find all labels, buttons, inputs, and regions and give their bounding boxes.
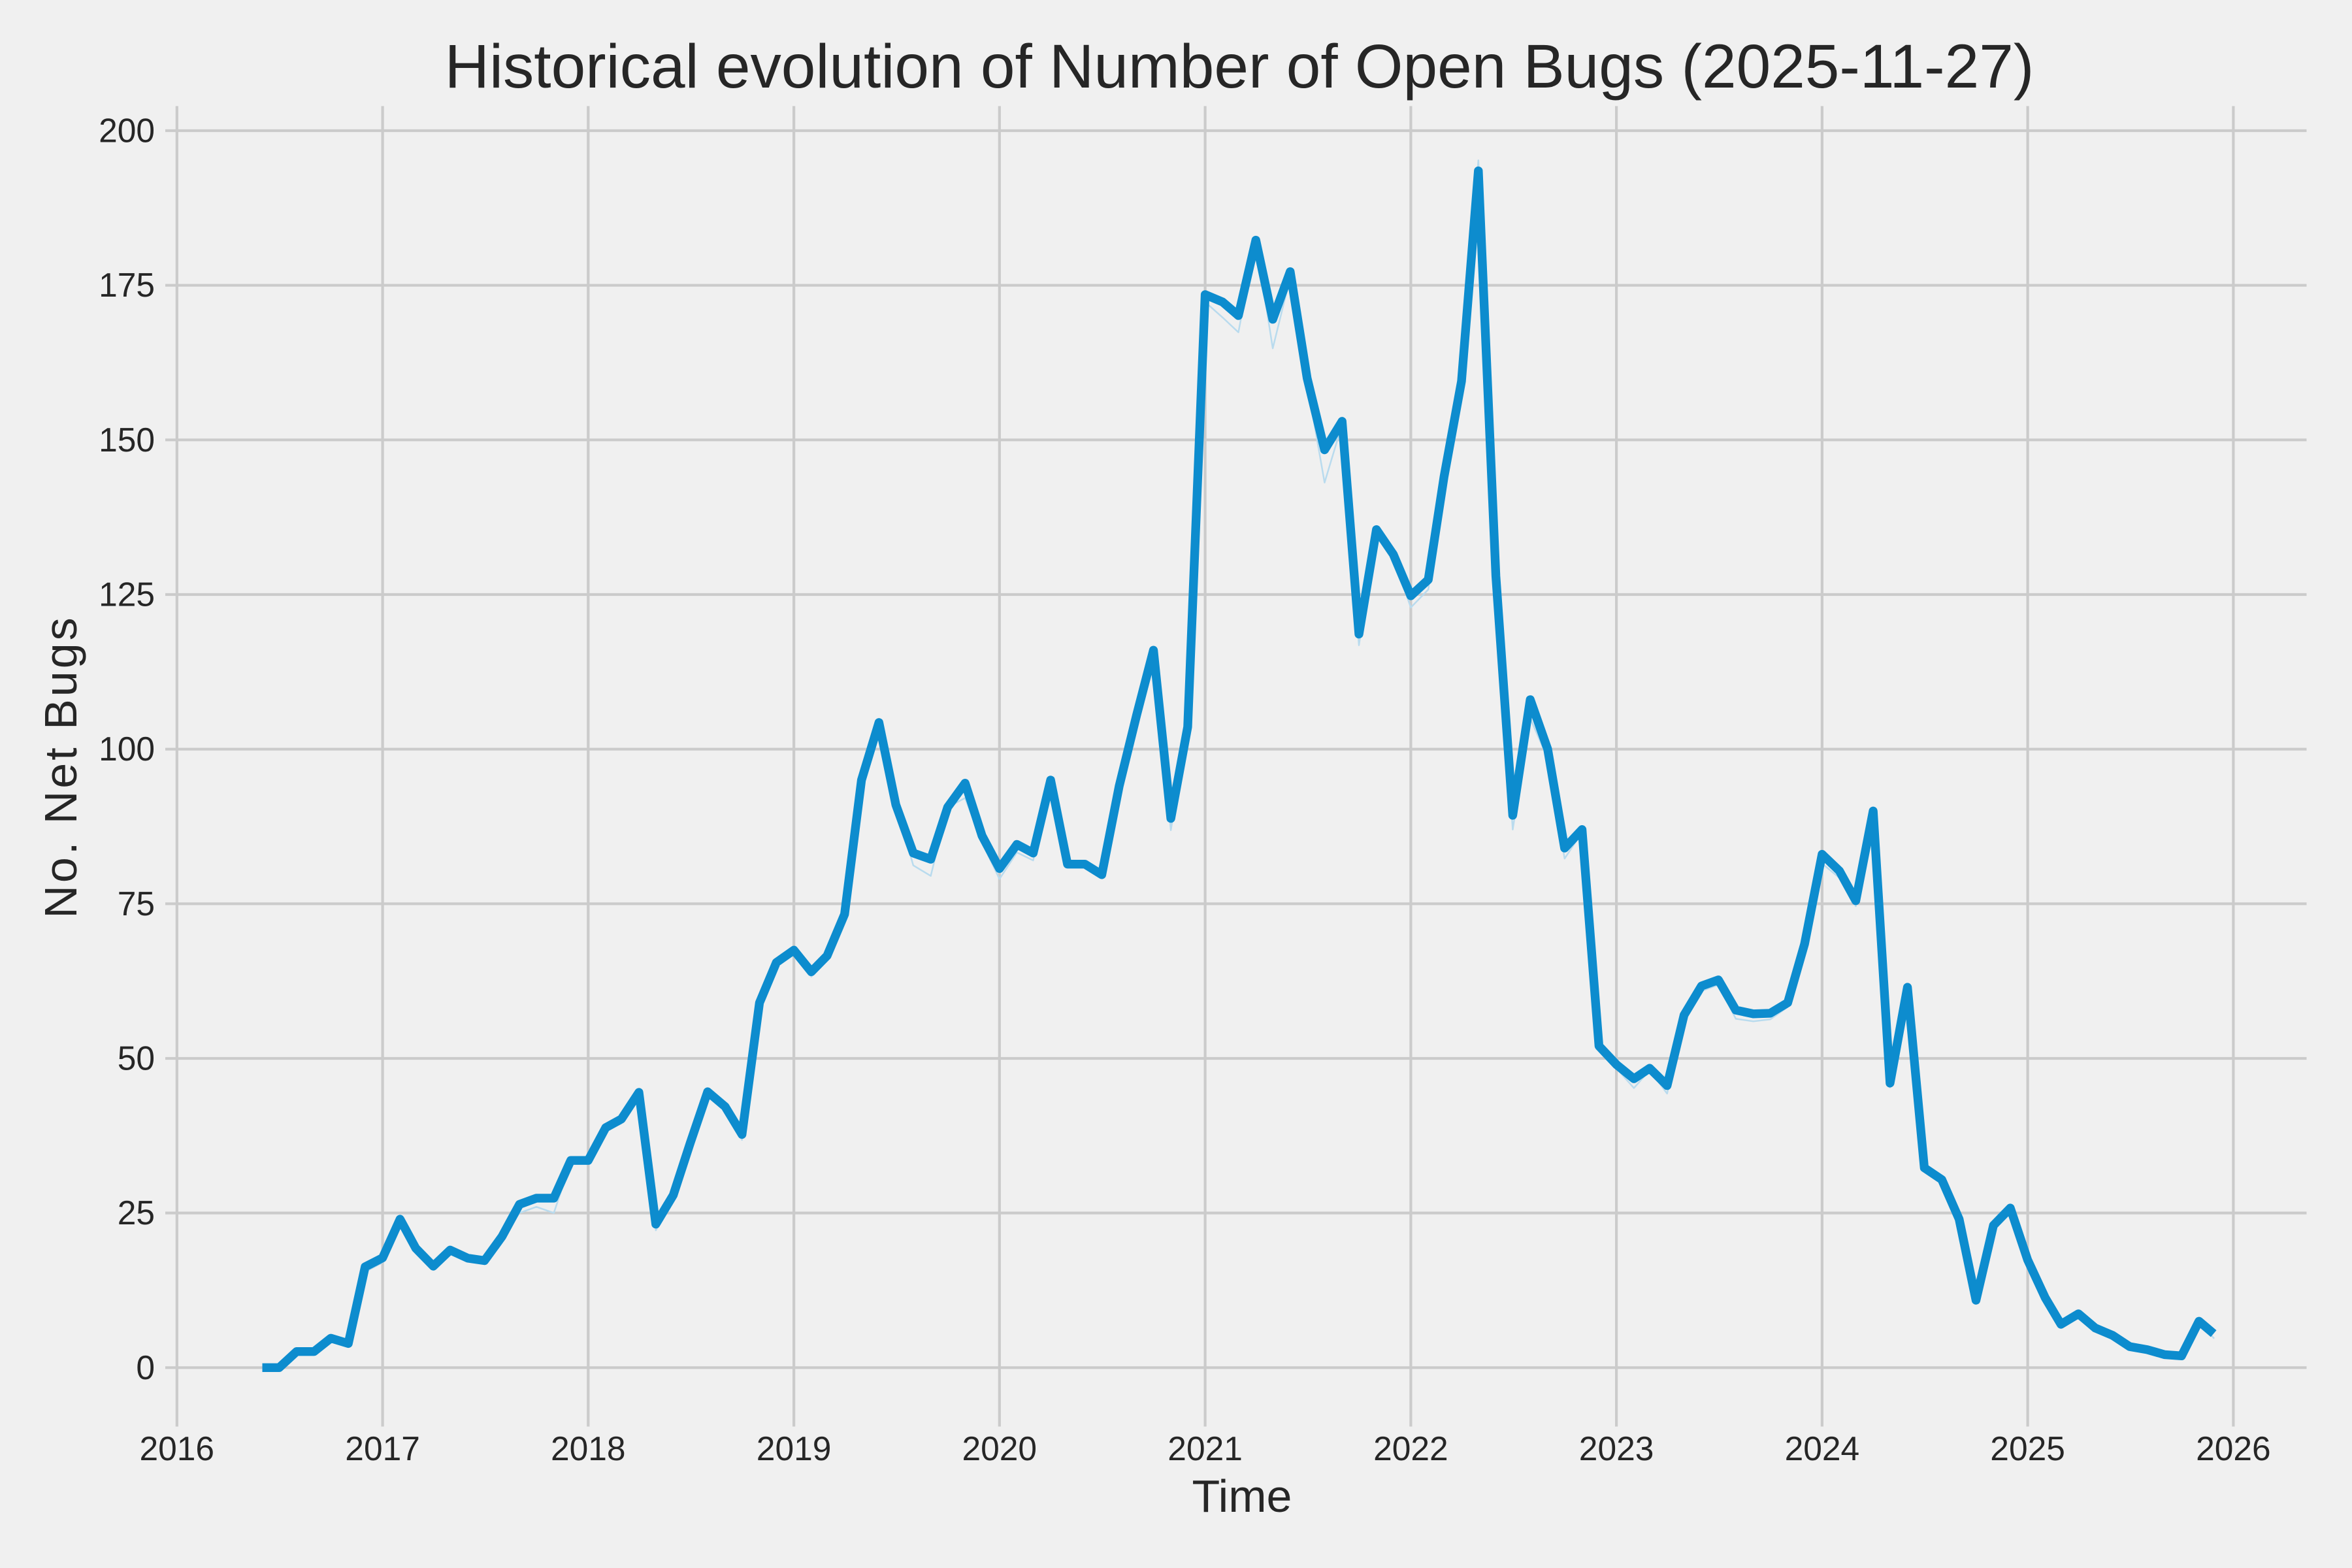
svg-text:2023: 2023	[1579, 1429, 1654, 1467]
svg-text:2017: 2017	[345, 1429, 420, 1467]
svg-text:2019: 2019	[757, 1429, 832, 1467]
svg-text:75: 75	[118, 885, 155, 923]
svg-text:2026: 2026	[2196, 1429, 2271, 1467]
svg-text:2025: 2025	[1990, 1429, 2065, 1467]
svg-text:25: 25	[118, 1194, 155, 1232]
svg-text:2016: 2016	[140, 1429, 215, 1467]
svg-text:2021: 2021	[1168, 1429, 1243, 1467]
svg-text:200: 200	[99, 112, 155, 150]
svg-text:50: 50	[118, 1039, 155, 1077]
svg-text:2018: 2018	[551, 1429, 626, 1467]
svg-text:0: 0	[136, 1348, 155, 1386]
svg-text:2024: 2024	[1785, 1429, 1860, 1467]
svg-text:2020: 2020	[962, 1429, 1037, 1467]
svg-text:100: 100	[99, 730, 155, 768]
svg-text:No. Net Bugs: No. Net Bugs	[35, 615, 86, 918]
svg-text:Historical evolution of Number: Historical evolution of Number of Open B…	[445, 32, 2034, 101]
svg-text:150: 150	[99, 421, 155, 459]
svg-text:2022: 2022	[1373, 1429, 1448, 1467]
svg-text:175: 175	[99, 266, 155, 304]
svg-text:125: 125	[99, 576, 155, 613]
svg-text:Time: Time	[1192, 1471, 1292, 1522]
